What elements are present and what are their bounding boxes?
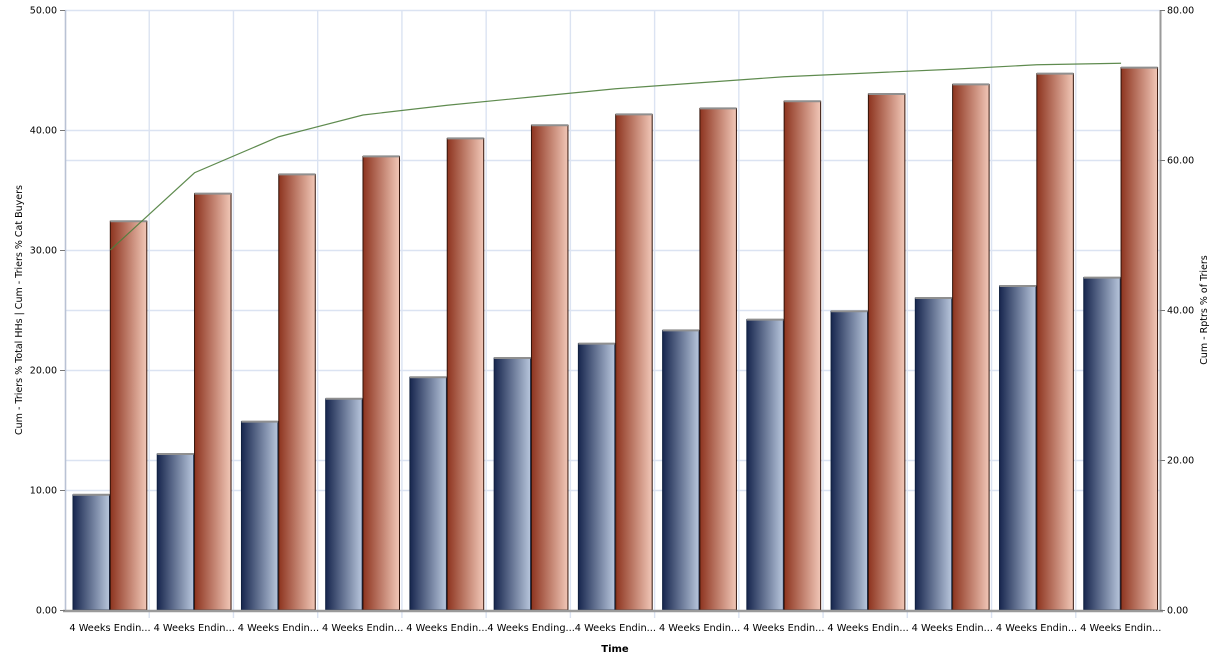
bar-triers-total-hhs	[577, 343, 616, 611]
line-series-group	[109, 62, 1122, 251]
bar-triers-cat-buyers	[615, 113, 653, 611]
bar-triers-cat-buyers	[530, 124, 569, 611]
left-axis-tick-label: 20.00	[30, 366, 57, 377]
left-axis-tick-label: 40.00	[30, 126, 57, 137]
x-axis-title: Time	[601, 644, 629, 655]
bar-triers-cat-buyers	[362, 155, 400, 611]
bar-triers-total-hhs	[830, 310, 869, 611]
right-axis-tick-labels: 80.00 60.00 40.00 20.00 0.00	[1167, 6, 1194, 617]
right-axis-tick-label: 60.00	[1167, 156, 1194, 167]
bar-triers-cat-buyers	[952, 83, 990, 611]
left-axis-title: Cum - Triers % Total HHs | Cum - Triers …	[14, 185, 25, 435]
category-label: 4 Weeks Endin...	[827, 623, 908, 634]
right-axis-tick-label: 40.00	[1167, 306, 1194, 317]
left-axis-tick-label: 10.00	[30, 486, 57, 497]
gridlines	[65, 9, 1160, 618]
category-label: 4 Weeks Endin...	[743, 623, 824, 634]
bar-triers-cat-buyers	[446, 137, 485, 611]
left-axis-tick-label: 30.00	[30, 246, 57, 257]
left-axis-tick-labels: 50.00 40.00 30.00 20.00 10.00 0.00	[30, 6, 57, 617]
bar-triers-cat-buyers	[278, 173, 316, 611]
left-axis-tick-label: 50.00	[30, 6, 57, 17]
bar-triers-cat-buyers	[699, 107, 737, 611]
bar-triers-cat-buyers	[109, 220, 148, 611]
bar-triers-cat-buyers	[783, 100, 822, 611]
category-label: 4 Weeks Endin...	[322, 623, 403, 634]
category-label: 4 Weeks Endin...	[1080, 623, 1161, 634]
bar-triers-total-hhs	[240, 421, 279, 611]
category-labels: 4 Weeks Endin... 4 Weeks Endin... 4 Weeks …	[69, 623, 1161, 634]
bar-triers-cat-buyers	[194, 193, 232, 611]
bar-triers-total-hhs	[746, 319, 784, 611]
category-label: 4 Weeks Endin...	[69, 623, 150, 634]
bar-triers-total-hhs	[1083, 277, 1121, 611]
right-axis-title: Cum - Rptrs % of Triers	[1199, 255, 1210, 365]
bar-triers-total-hhs	[72, 494, 110, 611]
bar-series-group	[72, 66, 1159, 611]
category-label: 4 Weeks Endin...	[575, 623, 656, 634]
category-label: 4 Weeks Endin...	[996, 623, 1077, 634]
bar-triers-total-hhs	[999, 285, 1037, 611]
category-label: 4 Weeks Endin...	[406, 623, 487, 634]
bar-triers-cat-buyers	[867, 93, 906, 611]
right-axis-tick-label: 0.00	[1167, 606, 1188, 617]
bar-triers-total-hhs	[493, 357, 532, 611]
bar-triers-total-hhs	[914, 297, 953, 611]
left-axis-tick-label: 0.00	[36, 606, 57, 617]
category-label: 4 Weeks Endin...	[154, 623, 235, 634]
category-label: 4 Weeks Endin...	[238, 623, 319, 634]
category-label: 4 Weeks Ending...	[487, 623, 575, 634]
rptrs-pct-line	[109, 62, 1122, 251]
bar-triers-cat-buyers	[1036, 73, 1074, 611]
bar-triers-total-hhs	[156, 453, 195, 611]
bar-triers-total-hhs	[325, 398, 363, 611]
bar-triers-cat-buyers	[1120, 67, 1159, 611]
category-label: 4 Weeks Endin...	[659, 623, 740, 634]
bar-triers-total-hhs	[662, 329, 700, 611]
bar-triers-total-hhs	[409, 376, 447, 611]
right-axis-tick-label: 20.00	[1167, 456, 1194, 467]
category-label: 4 Weeks Endin...	[912, 623, 993, 634]
right-axis-tick-label: 80.00	[1167, 6, 1194, 17]
tick-marks	[60, 10, 1165, 611]
